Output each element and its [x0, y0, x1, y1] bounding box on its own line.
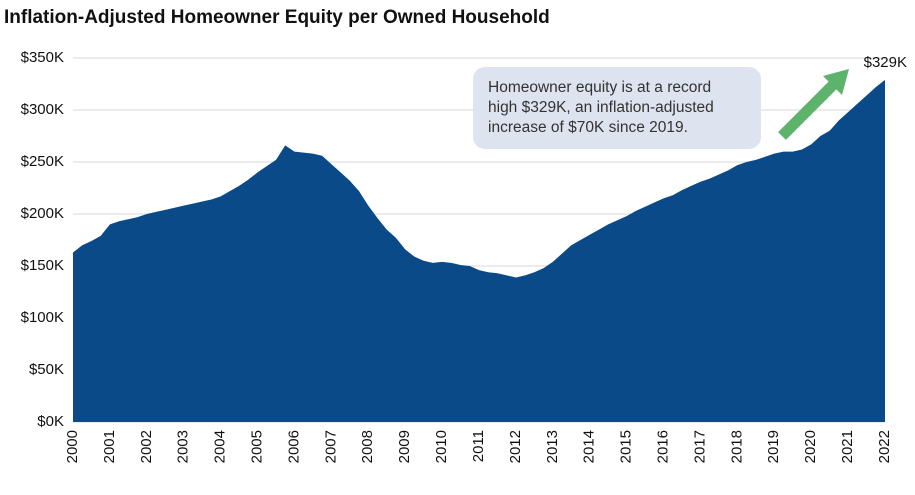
x-tick-label: 2004 — [212, 430, 229, 463]
end-label: $329K — [864, 54, 907, 71]
x-tick-label: 2018 — [728, 430, 745, 463]
x-tick-label: 2019 — [765, 430, 782, 463]
annotation-line: high $329K, an inflation-adjusted — [488, 99, 714, 116]
annotation-line: Homeowner equity is at a record — [488, 79, 711, 96]
chart-title: Inflation-Adjusted Homeowner Equity per … — [4, 7, 550, 28]
y-tick-label: $150K — [21, 257, 64, 274]
area — [73, 79, 885, 422]
x-tick-label: 2013 — [544, 430, 561, 463]
y-tick-label: $50K — [29, 361, 64, 378]
y-tick-label: $0K — [37, 413, 64, 430]
annotation-box — [473, 67, 761, 149]
plot — [73, 79, 885, 422]
annotation-line: increase of $70K since 2019. — [488, 119, 688, 136]
x-tick-label: 2020 — [802, 430, 819, 463]
x-tick-label: 2012 — [507, 430, 524, 463]
x-tick-label: 2006 — [285, 430, 302, 463]
x-tick-label: 2002 — [138, 430, 155, 463]
x-tick-label: 2010 — [433, 430, 450, 463]
x-tick-label: 2005 — [249, 430, 266, 463]
x-tick-label: 2015 — [618, 430, 635, 463]
x-tick-label: 2016 — [655, 430, 672, 463]
x-tick-label: 2001 — [101, 430, 118, 463]
x-tick-label: 2003 — [175, 430, 192, 463]
x-tick-label: 2021 — [839, 430, 856, 463]
y-tick-label: $200K — [21, 205, 64, 222]
x-tick-label: 2007 — [322, 430, 339, 463]
x-tick-label: 2014 — [581, 430, 598, 463]
y-tick-label: $350K — [21, 49, 64, 66]
x-tick-label: 2011 — [470, 430, 487, 462]
x-tick-label: 2009 — [396, 430, 413, 463]
x-tick-label: 2022 — [876, 430, 893, 463]
arrow — [778, 69, 849, 140]
y-tick-label: $250K — [21, 153, 64, 170]
x-tick-label: 2000 — [64, 430, 81, 463]
y-tick-label: $100K — [21, 309, 64, 326]
y-tick-label: $300K — [21, 101, 64, 118]
x-tick-label: 2017 — [691, 430, 708, 463]
x-tick-label: 2008 — [359, 430, 376, 463]
